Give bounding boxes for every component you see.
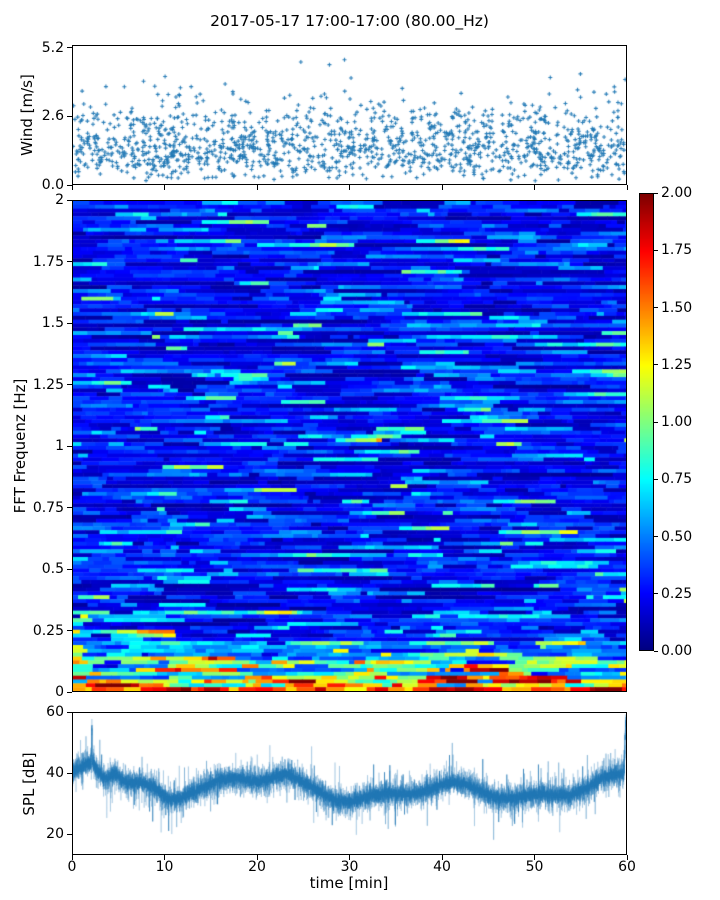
spl-xtick-label: 10 (155, 859, 174, 875)
spl-ytick-label: 40 (46, 765, 64, 782)
spl-xtick-mark (164, 855, 165, 860)
colorbar-tick-mark (654, 593, 658, 595)
wind-scatter-canvas (73, 46, 626, 184)
fft-ytick-label: 1.75 (32, 253, 64, 270)
fft-ytick-mark (67, 261, 72, 262)
time-x-axis-label: time [min] (309, 874, 389, 892)
wind-xtick-mark (626, 185, 628, 190)
spl-xtick-label: 40 (433, 859, 451, 875)
fft-ytick-mark (67, 445, 72, 447)
wind-ytick-mark (67, 184, 72, 186)
wind-ytick-label: 0.0 (41, 177, 64, 193)
colorbar-tick-label: 0.50 (661, 528, 693, 545)
fft-ytick-label: 0.75 (32, 499, 64, 516)
colorbar-tick-mark (654, 421, 658, 423)
spl-ytick-label: 60 (46, 704, 64, 720)
spl-ytick-label: 20 (46, 826, 64, 843)
fft-ytick-mark (67, 199, 72, 201)
spl-line-canvas (73, 713, 626, 854)
spl-y-axis-label: SPL [dB] (20, 752, 38, 816)
colorbar-tick-mark (654, 249, 658, 251)
fft-ytick-label: 2 (55, 192, 64, 208)
colorbar-tick-mark (654, 650, 658, 652)
fft-ytick-mark (67, 568, 72, 570)
colorbar-tick-label: 0.25 (661, 585, 693, 602)
fft-ytick-label: 0 (55, 684, 64, 700)
fft-ytick-mark (67, 691, 72, 693)
spl-line-axes (72, 712, 627, 855)
colorbar-tick-label: 1.50 (661, 299, 693, 316)
fft-ytick-label: 0.5 (41, 561, 64, 577)
fft-ytick-mark (67, 507, 72, 508)
spl-xtick-mark (626, 855, 628, 860)
colorbar-tick-label: 2.00 (661, 185, 693, 201)
figure-title: 2017-05-17 17:00-17:00 (80.00_Hz) (210, 12, 489, 30)
colorbar-tick-mark (654, 364, 658, 366)
spl-xtick-label: 0 (67, 859, 77, 875)
spl-xtick-label: 60 (618, 859, 636, 875)
fft-ytick-label: 1.25 (32, 376, 64, 393)
wind-xtick-mark (164, 185, 165, 190)
colorbar (639, 193, 654, 651)
wind-xtick-mark (349, 185, 350, 190)
spl-xtick-label: 30 (340, 859, 359, 875)
spl-xtick-label: 50 (525, 859, 544, 875)
colorbar-tick-label: 0.00 (661, 643, 693, 659)
wind-xtick-mark (534, 185, 535, 190)
wind-ytick-label: 5.2 (41, 39, 64, 56)
spl-xtick-mark (256, 855, 258, 860)
wind-ytick-mark (67, 47, 72, 49)
spl-xtick-mark (534, 855, 535, 860)
colorbar-tick-mark (654, 536, 658, 537)
spl-ytick-mark (67, 711, 72, 713)
spl-xtick-label: 20 (248, 859, 266, 875)
spl-ytick-mark (67, 772, 72, 774)
spl-xtick-mark (349, 855, 350, 860)
fft-spectrogram-canvas (73, 201, 626, 691)
colorbar-tick-label: 0.75 (661, 471, 693, 488)
wind-xtick-mark (441, 185, 443, 190)
colorbar-tick-label: 1.75 (661, 242, 693, 259)
colorbar-tick-mark (654, 478, 658, 480)
fft-ytick-label: 1 (55, 438, 64, 454)
wind-ytick-mark (67, 115, 72, 117)
fft-ytick-mark (67, 384, 72, 385)
fft-ytick-mark (67, 322, 72, 324)
fft-ytick-label: 0.25 (32, 622, 64, 639)
wind-scatter-axes (72, 45, 627, 185)
wind-xtick-mark (71, 185, 73, 190)
colorbar-tick-mark (654, 192, 658, 194)
spl-xtick-mark (71, 855, 73, 860)
colorbar-tick-label: 1.25 (661, 356, 693, 373)
colorbar-tick-label: 1.00 (661, 414, 693, 430)
colorbar-tick-mark (654, 307, 658, 308)
fft-ytick-mark (67, 630, 72, 631)
spl-ytick-mark (67, 833, 72, 835)
colorbar-gradient-canvas (640, 194, 653, 650)
wind-ytick-label: 2.6 (41, 108, 64, 125)
spl-xtick-mark (441, 855, 443, 860)
fft-spectrogram-axes (72, 200, 627, 692)
fft-ytick-label: 1.5 (41, 315, 64, 331)
wind-xtick-mark (256, 185, 258, 190)
